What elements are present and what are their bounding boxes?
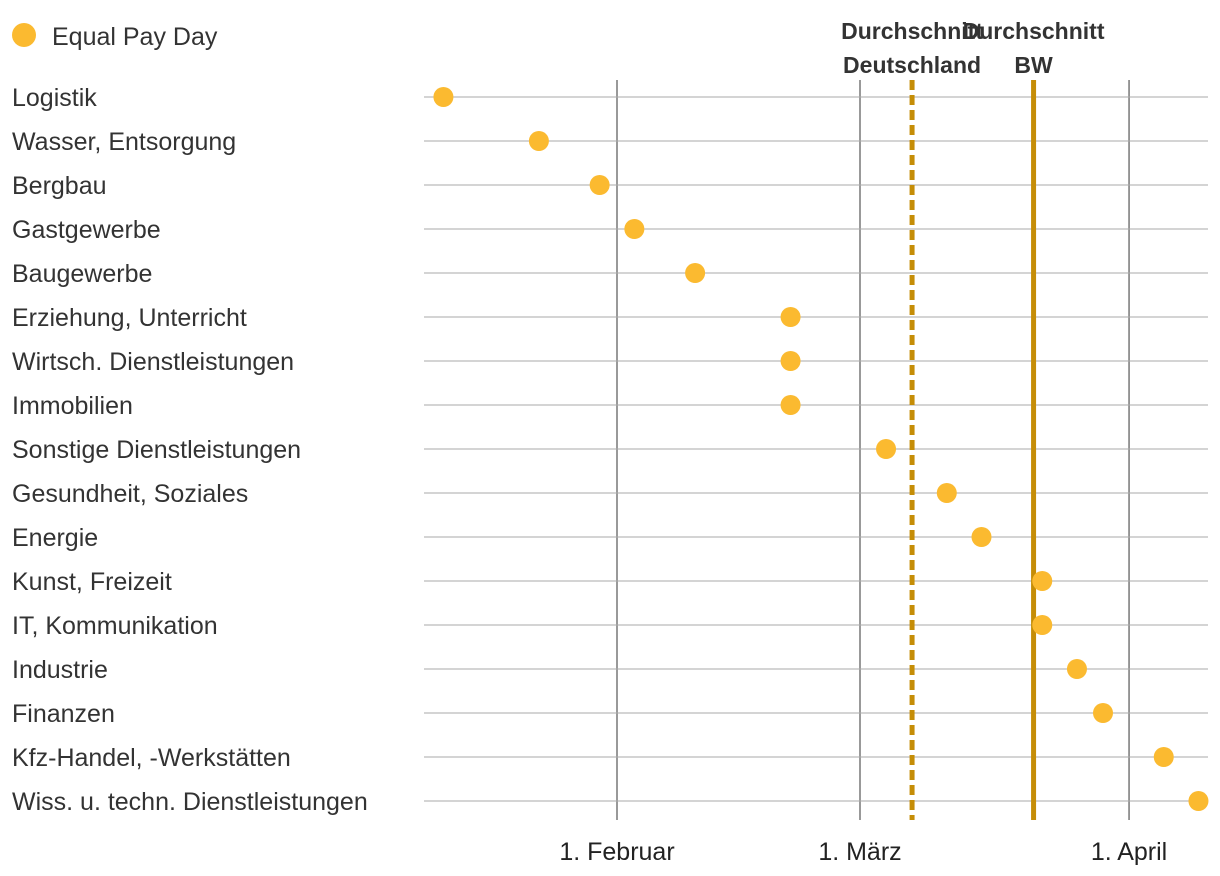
category-label: Kunst, Freizeit [12,568,172,596]
category-label: Wirtsch. Dienstleistungen [12,348,294,376]
data-point [1188,791,1209,811]
category-label: Logistik [12,84,97,112]
category-label: Bergbau [12,172,107,200]
data-point [780,351,801,371]
legend-label: Equal Pay Day [52,23,218,51]
category-label: Wasser, Entsorgung [12,128,236,156]
data-point [624,219,645,239]
x-axis-ticks: 1. Februar 1. März 1. April [559,838,1167,866]
category-labels: Logistik Wasser, Entsorgung Bergbau Gastgew… [12,84,368,816]
category-label: Immobilien [12,392,133,420]
category-label: Industrie [12,656,108,684]
category-label: Energie [12,524,98,552]
data-point [1032,615,1053,635]
category-label: IT, Kommunikation [12,612,218,640]
data-point [1093,703,1113,723]
reference-line-label: Durchschnitt [841,18,983,44]
data-point [1032,571,1053,591]
category-label: Gesundheit, Soziales [12,480,248,508]
data-point [876,439,897,459]
reference-line-label: BW [1014,52,1053,78]
reference-line-label: Deutschland [843,52,981,78]
data-points [433,87,1209,811]
data-point [1153,747,1174,767]
x-tick-label: 1. März [818,838,901,866]
grid [424,80,1208,820]
reference-line-label: Durchschnitt [963,18,1105,44]
category-label: Wiss. u. techn. Dienstleistungen [12,788,368,816]
legend: Equal Pay Day [12,23,218,51]
category-label: Finanzen [12,700,115,728]
x-tick-label: 1. April [1091,838,1167,866]
data-point [433,87,454,107]
data-point [1066,659,1087,679]
category-label: Erziehung, Unterricht [12,304,247,332]
data-point [780,395,801,415]
data-point [971,527,992,547]
category-label: Kfz-Handel, -Werkstätten [12,744,291,772]
x-tick-label: 1. Februar [559,838,674,866]
data-point [528,131,549,151]
category-label: Sonstige Dienstleistungen [12,436,301,464]
reference-lines: Durchschnitt Deutschland Durchschnitt BW [841,18,1105,820]
data-point [589,175,610,195]
category-label: Gastgewerbe [12,216,161,244]
category-label: Baugewerbe [12,260,152,288]
data-point [936,483,957,503]
data-point [780,307,801,327]
legend-marker [12,23,36,47]
data-point [685,263,706,283]
